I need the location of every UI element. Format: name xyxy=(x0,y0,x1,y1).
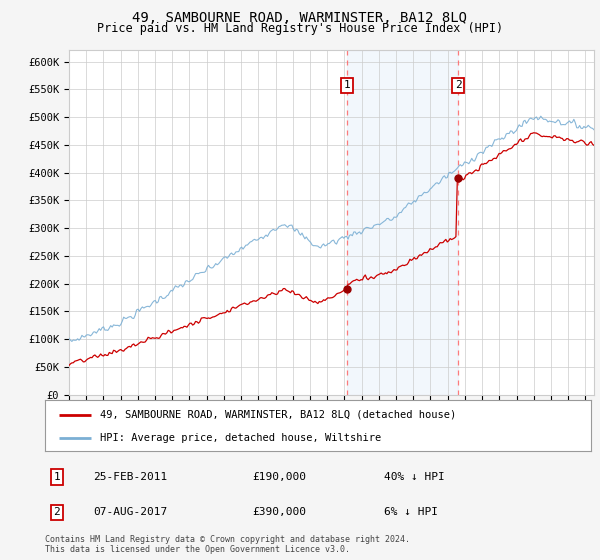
Text: 07-AUG-2017: 07-AUG-2017 xyxy=(93,507,167,517)
Text: 1: 1 xyxy=(53,472,61,482)
Text: £390,000: £390,000 xyxy=(252,507,306,517)
Text: 49, SAMBOURNE ROAD, WARMINSTER, BA12 8LQ (detached house): 49, SAMBOURNE ROAD, WARMINSTER, BA12 8LQ… xyxy=(100,409,456,419)
Text: 49, SAMBOURNE ROAD, WARMINSTER, BA12 8LQ: 49, SAMBOURNE ROAD, WARMINSTER, BA12 8LQ xyxy=(133,11,467,25)
Text: 25-FEB-2011: 25-FEB-2011 xyxy=(93,472,167,482)
Text: 2: 2 xyxy=(455,81,461,90)
Text: £190,000: £190,000 xyxy=(252,472,306,482)
Text: Price paid vs. HM Land Registry's House Price Index (HPI): Price paid vs. HM Land Registry's House … xyxy=(97,22,503,35)
Text: HPI: Average price, detached house, Wiltshire: HPI: Average price, detached house, Wilt… xyxy=(100,433,381,443)
Bar xyxy=(347,50,458,395)
Text: 40% ↓ HPI: 40% ↓ HPI xyxy=(384,472,445,482)
Text: Contains HM Land Registry data © Crown copyright and database right 2024.
This d: Contains HM Land Registry data © Crown c… xyxy=(45,535,410,554)
Text: 2: 2 xyxy=(53,507,61,517)
Text: 6% ↓ HPI: 6% ↓ HPI xyxy=(384,507,438,517)
Text: 1: 1 xyxy=(344,81,350,90)
